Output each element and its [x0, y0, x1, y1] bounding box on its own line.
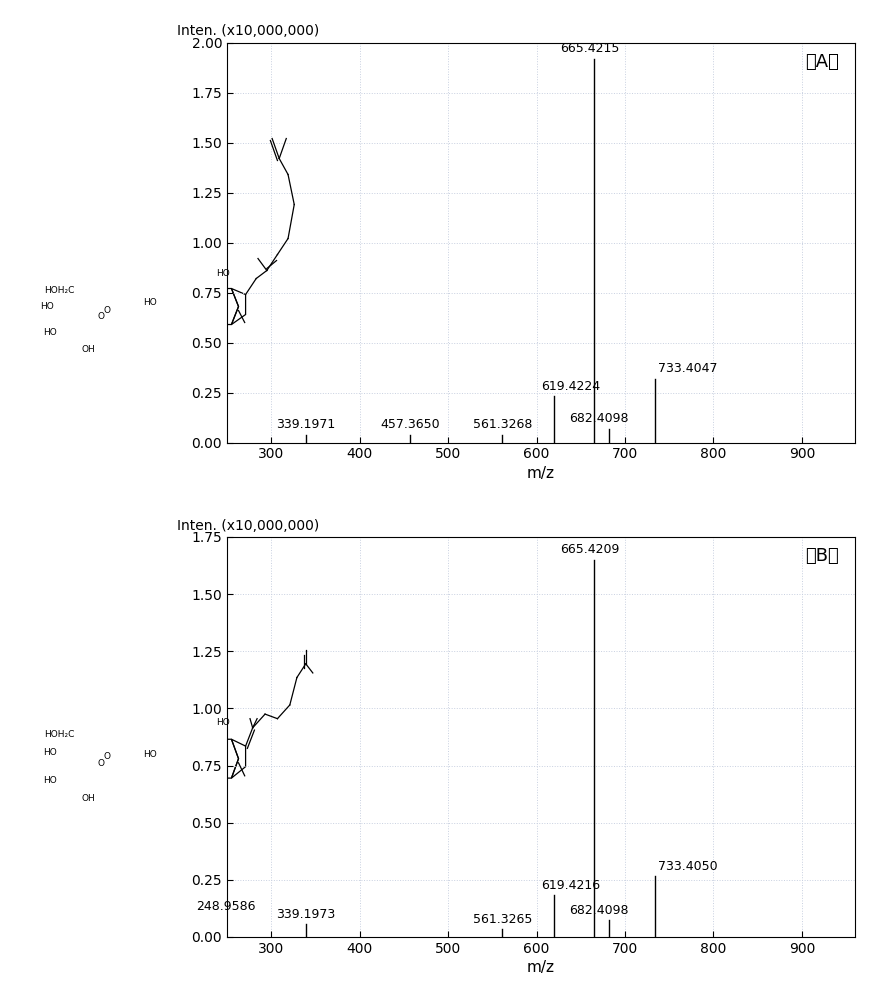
- Text: 457.3650: 457.3650: [381, 418, 440, 431]
- Text: Inten. (x10,000,000): Inten. (x10,000,000): [177, 519, 319, 533]
- Text: 733.4047: 733.4047: [657, 362, 717, 375]
- Text: 561.3268: 561.3268: [473, 418, 532, 431]
- Text: HO: HO: [216, 718, 230, 727]
- Text: HO: HO: [40, 302, 54, 311]
- Text: 733.4050: 733.4050: [657, 860, 717, 873]
- Text: O: O: [97, 312, 104, 321]
- Text: 619.4224: 619.4224: [541, 380, 600, 393]
- Text: HOH₂C: HOH₂C: [45, 286, 75, 295]
- X-axis label: m/z: m/z: [527, 960, 555, 975]
- Text: 682.4098: 682.4098: [568, 904, 628, 917]
- Text: 248.9586: 248.9586: [196, 900, 256, 913]
- Text: 665.4209: 665.4209: [560, 543, 620, 556]
- Text: 619.4216: 619.4216: [541, 879, 600, 892]
- Text: Inten. (x10,000,000): Inten. (x10,000,000): [177, 24, 319, 38]
- Text: OH: OH: [81, 345, 95, 354]
- Text: HO: HO: [143, 298, 158, 307]
- Text: HO: HO: [43, 748, 57, 757]
- Text: （A）: （A）: [805, 53, 840, 71]
- Text: 339.1971: 339.1971: [276, 418, 335, 431]
- Text: HO: HO: [143, 750, 158, 759]
- Text: 339.1973: 339.1973: [276, 908, 335, 921]
- Text: O: O: [97, 759, 104, 768]
- Text: （B）: （B）: [805, 547, 840, 565]
- Text: 665.4215: 665.4215: [560, 42, 620, 55]
- Text: O: O: [103, 306, 110, 315]
- Text: HO: HO: [43, 776, 57, 785]
- Text: HO: HO: [43, 328, 57, 337]
- Text: OH: OH: [81, 794, 95, 803]
- Text: O: O: [103, 752, 110, 761]
- Text: 561.3265: 561.3265: [473, 913, 532, 926]
- Text: HOH₂C: HOH₂C: [45, 730, 75, 739]
- Text: 682.4098: 682.4098: [568, 412, 628, 425]
- Text: HO: HO: [216, 269, 230, 278]
- X-axis label: m/z: m/z: [527, 466, 555, 481]
